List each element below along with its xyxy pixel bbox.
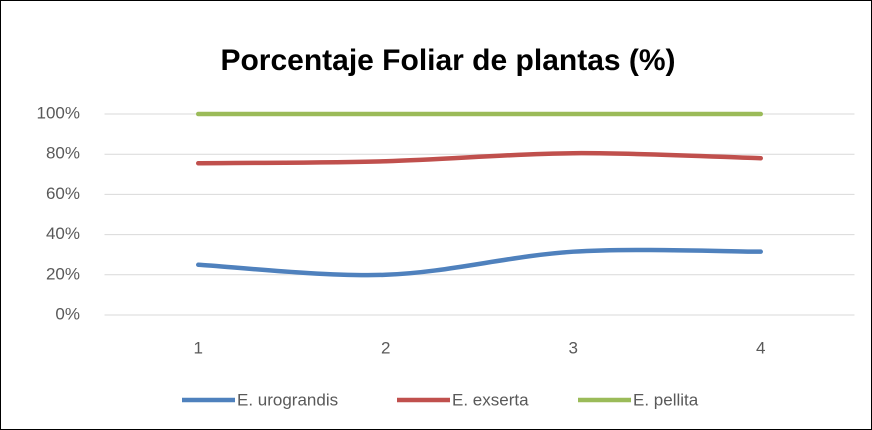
x-tick-label: 2 <box>381 338 390 357</box>
y-tick-label: 60% <box>46 184 80 203</box>
legend-label: E. exserta <box>452 390 529 409</box>
y-tick-label: 100% <box>37 103 80 122</box>
series-line <box>196 247 763 278</box>
series-line <box>196 150 763 166</box>
x-tick-label: 1 <box>194 338 203 357</box>
y-tick-label: 80% <box>46 144 80 163</box>
x-tick-label: 4 <box>756 338 765 357</box>
chart-title: Porcentaje Foliar de plantas (%) <box>220 44 675 77</box>
x-tick-label: 3 <box>569 338 578 357</box>
y-tick-label: 0% <box>55 304 80 323</box>
legend-label: E. pellita <box>633 390 699 409</box>
legend-label: E. urograndis <box>237 390 338 409</box>
y-tick-label: 20% <box>46 264 80 283</box>
y-tick-label: 40% <box>46 224 80 243</box>
